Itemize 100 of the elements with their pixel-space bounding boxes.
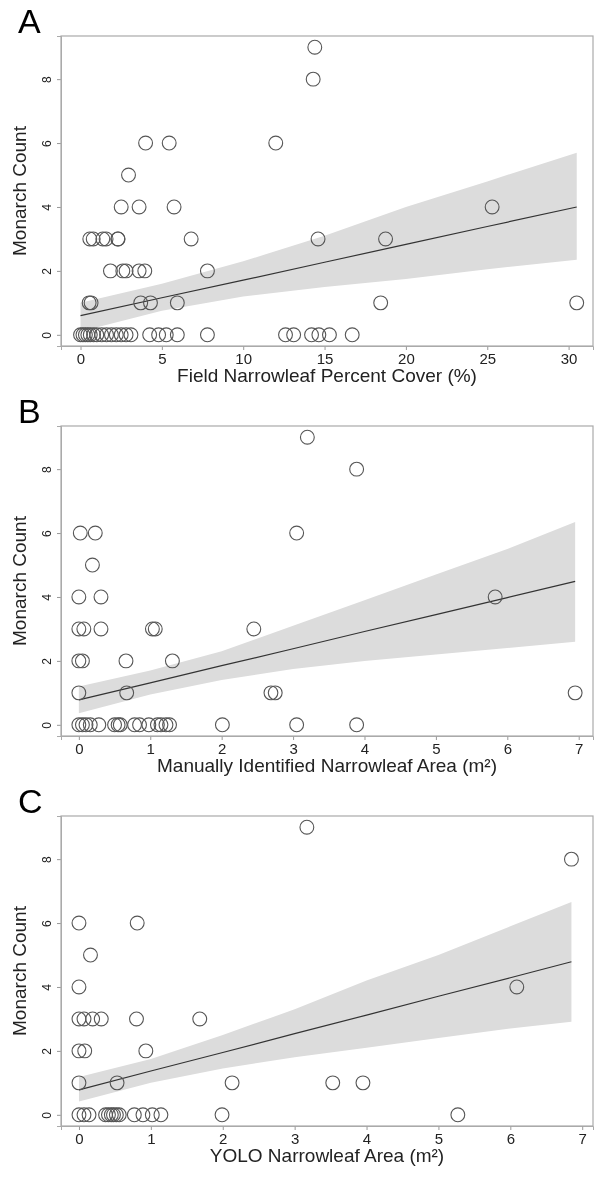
- point: [278, 327, 293, 343]
- x-tick-label: 6: [503, 739, 512, 757]
- x-tick-label: 4: [360, 739, 370, 757]
- point: [569, 295, 585, 311]
- point: [71, 685, 87, 701]
- y-tick-label: 0: [40, 721, 54, 729]
- point: [71, 1107, 87, 1123]
- point: [563, 851, 579, 867]
- point: [268, 135, 284, 151]
- x-tick-label: 5: [434, 1129, 444, 1147]
- point: [321, 327, 337, 343]
- point: [72, 525, 88, 541]
- y-tick-label: 4: [40, 203, 54, 211]
- point: [87, 525, 103, 541]
- point: [93, 589, 109, 605]
- point: [129, 915, 145, 931]
- point: [305, 71, 321, 87]
- x-axis-title: YOLO Narrowleaf Area (m²): [209, 1145, 445, 1166]
- y-tick-label: 2: [40, 1047, 54, 1055]
- point: [113, 327, 129, 343]
- y-axis-title: Monarch Count: [9, 125, 30, 256]
- point: [71, 979, 87, 995]
- y-tick-label: 8: [40, 75, 54, 83]
- y-tick-label: 2: [40, 657, 54, 665]
- point: [263, 685, 279, 701]
- point: [487, 589, 503, 605]
- point: [166, 199, 182, 215]
- point: [355, 1075, 371, 1091]
- point: [164, 653, 180, 669]
- y-tick-label: 6: [40, 139, 54, 147]
- point: [71, 1011, 87, 1027]
- point: [71, 1043, 87, 1059]
- point: [132, 717, 148, 733]
- point: [161, 135, 177, 151]
- point: [71, 621, 87, 637]
- point: [286, 327, 302, 343]
- point: [183, 231, 199, 247]
- point: [93, 1011, 109, 1027]
- point: [311, 327, 327, 343]
- point: [94, 327, 110, 343]
- point: [76, 1011, 92, 1027]
- point: [149, 717, 165, 733]
- x-tick-label: 5: [158, 349, 167, 367]
- point: [214, 717, 230, 733]
- point: [289, 717, 305, 733]
- point: [192, 1011, 208, 1027]
- point: [325, 1075, 341, 1091]
- y-tick-label: 4: [40, 983, 54, 991]
- point: [119, 685, 135, 701]
- x-tick-label: 30: [560, 349, 578, 367]
- point: [162, 717, 177, 733]
- chart-title: A: [18, 2, 41, 40]
- chart-title: C: [18, 782, 43, 820]
- x-tick-label: 7: [578, 1129, 587, 1147]
- x-tick-label: 1: [147, 1129, 156, 1147]
- y-tick-label: 2: [40, 267, 54, 275]
- point: [141, 717, 157, 733]
- point: [289, 525, 305, 541]
- chart-title: B: [18, 392, 41, 430]
- point: [108, 327, 124, 343]
- y-tick-label: 6: [40, 919, 54, 927]
- point: [143, 295, 158, 311]
- point: [137, 263, 153, 279]
- point: [99, 327, 115, 343]
- point: [144, 1107, 160, 1123]
- y-axis-title: Monarch Count: [9, 905, 30, 1036]
- point: [83, 947, 98, 963]
- point: [109, 1075, 125, 1091]
- x-tick-label: 25: [479, 349, 497, 367]
- point: [71, 915, 87, 931]
- point: [123, 327, 139, 343]
- point: [307, 39, 323, 55]
- x-tick-label: 0: [75, 1129, 84, 1147]
- point: [91, 717, 107, 733]
- x-tick-label: 2: [219, 1129, 228, 1147]
- point: [126, 1107, 142, 1123]
- point: [246, 621, 262, 637]
- point: [142, 327, 158, 343]
- x-tick-label: 3: [289, 739, 298, 757]
- point: [199, 263, 215, 279]
- x-tick-label: 7: [575, 739, 584, 757]
- point: [103, 263, 118, 279]
- point: [93, 621, 109, 637]
- x-axis-title: Manually Identified Narrowleaf Area (m²): [156, 755, 498, 776]
- point: [169, 295, 185, 311]
- point: [118, 327, 134, 343]
- y-tick-label: 0: [40, 1111, 54, 1119]
- point: [138, 135, 154, 151]
- point: [344, 327, 360, 343]
- point: [127, 717, 143, 733]
- x-tick-label: 3: [290, 1129, 300, 1147]
- point: [82, 717, 98, 733]
- point: [103, 327, 119, 343]
- point: [199, 327, 215, 343]
- y-axis-title: Monarch Count: [9, 515, 30, 646]
- point: [267, 685, 283, 701]
- point: [133, 295, 149, 311]
- y-tick-label: 8: [40, 465, 54, 473]
- point: [169, 327, 185, 343]
- point: [299, 819, 315, 835]
